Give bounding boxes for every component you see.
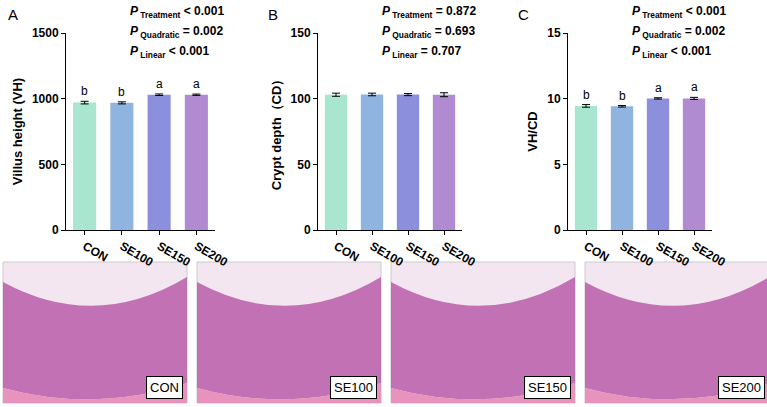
svg-text:1500: 1500 bbox=[32, 26, 59, 40]
svg-text:P​ Linear​ < 0.001: P​ Linear​ < 0.001 bbox=[130, 44, 210, 60]
svg-text:Villus height (VH): Villus height (VH) bbox=[10, 78, 25, 185]
svg-text:15: 15 bbox=[547, 26, 561, 40]
svg-text:10: 10 bbox=[547, 92, 561, 106]
svg-text:P​ Quadratic​ = 0.002: P​ Quadratic​ = 0.002 bbox=[632, 24, 725, 40]
svg-text:b: b bbox=[619, 89, 626, 103]
svg-text:a: a bbox=[655, 81, 662, 95]
svg-text:P​ Treatment​ < 0.001: P​ Treatment​ < 0.001 bbox=[130, 4, 224, 20]
svg-text:SE150: SE150 bbox=[155, 239, 193, 269]
svg-text:B: B bbox=[268, 6, 278, 23]
svg-text:a: a bbox=[193, 77, 200, 91]
svg-text:SE100: SE100 bbox=[618, 239, 656, 269]
svg-text:CON: CON bbox=[582, 239, 612, 264]
svg-text:P​ Linear​ = 0.707: P​ Linear​ = 0.707 bbox=[382, 44, 462, 60]
svg-text:50: 50 bbox=[297, 158, 311, 172]
svg-text:0: 0 bbox=[304, 223, 311, 237]
svg-text:P​ Quadratic​ = 0.693: P​ Quadratic​ = 0.693 bbox=[382, 24, 475, 40]
svg-text:b: b bbox=[81, 84, 88, 98]
svg-text:100: 100 bbox=[291, 92, 311, 106]
svg-text:1000: 1000 bbox=[32, 92, 59, 106]
svg-text:VH/CD: VH/CD bbox=[525, 111, 540, 151]
svg-text:500: 500 bbox=[39, 158, 59, 172]
svg-text:SE150: SE150 bbox=[404, 239, 442, 269]
svg-text:0: 0 bbox=[52, 223, 59, 237]
svg-text:SE200: SE200 bbox=[192, 239, 230, 269]
svg-text:SE200: SE200 bbox=[722, 380, 761, 395]
svg-text:a: a bbox=[156, 77, 163, 91]
svg-text:CON: CON bbox=[80, 239, 110, 264]
svg-text:P​ Quadratic​ = 0.002: P​ Quadratic​ = 0.002 bbox=[130, 24, 223, 40]
svg-text:b: b bbox=[118, 85, 125, 99]
svg-text:CON: CON bbox=[150, 380, 179, 395]
svg-text:SE100: SE100 bbox=[334, 380, 373, 395]
svg-text:5: 5 bbox=[554, 158, 561, 172]
svg-text:P​ Treatment​ = 0.872: P​ Treatment​ = 0.872 bbox=[382, 4, 476, 20]
svg-text:SE100: SE100 bbox=[368, 239, 406, 269]
svg-text:SE150: SE150 bbox=[528, 380, 567, 395]
svg-text:SE150: SE150 bbox=[654, 239, 692, 269]
svg-text:C: C bbox=[518, 6, 529, 23]
svg-text:b: b bbox=[583, 88, 590, 102]
svg-text:P​ Treatment​ < 0.001: P​ Treatment​ < 0.001 bbox=[632, 4, 726, 20]
svg-text:150: 150 bbox=[291, 26, 311, 40]
svg-text:P​ Linear​ < 0.001: P​ Linear​ < 0.001 bbox=[632, 44, 712, 60]
svg-text:A: A bbox=[8, 6, 18, 23]
svg-text:Crypt depth（CD）: Crypt depth（CD） bbox=[269, 73, 284, 191]
svg-text:a: a bbox=[691, 80, 698, 94]
svg-text:0: 0 bbox=[554, 223, 561, 237]
svg-text:SE200: SE200 bbox=[440, 239, 478, 269]
svg-text:SE100: SE100 bbox=[117, 239, 155, 269]
svg-text:SE200: SE200 bbox=[690, 239, 728, 269]
svg-text:CON: CON bbox=[332, 239, 362, 264]
